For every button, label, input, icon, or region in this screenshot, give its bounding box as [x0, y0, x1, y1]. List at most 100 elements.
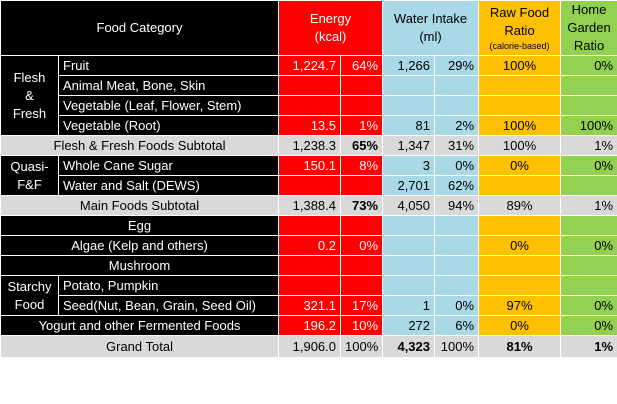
water-pct: 0% — [434, 155, 480, 176]
energy-pct — [339, 95, 384, 116]
water-ml: 4,323 — [382, 335, 436, 358]
raw-ratio: 89% — [478, 195, 562, 216]
energy-kcal — [278, 215, 341, 236]
water-ml — [382, 215, 436, 236]
energy-kcal: 1,238.3 — [278, 135, 341, 156]
group-flesh-line3: Fresh — [12, 105, 47, 121]
garden-ratio — [560, 95, 617, 116]
energy-pct: 64% — [339, 55, 384, 76]
energy-pct — [339, 175, 384, 196]
garden-ratio — [560, 175, 617, 196]
garden-ratio: 1% — [560, 135, 617, 156]
header-water: Water Intake (ml) — [382, 0, 480, 56]
water-pct: 29% — [434, 55, 480, 76]
water-ml: 1 — [382, 295, 436, 316]
header-energy-unit: (kcal) — [314, 29, 347, 44]
water-pct: 2% — [434, 115, 480, 136]
energy-kcal — [278, 75, 341, 96]
energy-kcal: 13.5 — [278, 115, 341, 136]
water-pct: 94% — [434, 195, 480, 216]
water-ml — [382, 75, 436, 96]
group-starchy: Starchy Food — [0, 275, 59, 316]
table-row: Quasi- F&F Whole Cane Sugar 150.1 8% 3 0… — [0, 155, 617, 196]
energy-kcal: 1,224.7 — [278, 55, 341, 76]
header-raw-note: (calorie-based) — [489, 41, 550, 51]
raw-ratio: 100% — [478, 115, 562, 136]
group-starchy-line2: Food — [14, 296, 45, 312]
header-garden-line2: Garden — [567, 20, 611, 35]
header-water-unit: (ml) — [419, 29, 442, 44]
garden-ratio: 100% — [560, 115, 617, 136]
header-row: Food Category Energy (kcal) Water Intake… — [0, 0, 617, 56]
table-row: Egg — [0, 215, 617, 236]
table-row: Mushroom — [0, 255, 617, 276]
table-row: Vegetable (Leaf, Flower, Stem) — [1, 95, 617, 116]
water-ml: 272 — [382, 315, 436, 336]
row-label: Mushroom — [0, 255, 279, 276]
row-label: Grand Total — [0, 335, 279, 358]
garden-ratio: 0% — [560, 315, 617, 336]
header-raw: Raw Food Ratio (calorie-based) — [478, 0, 562, 56]
water-pct — [434, 75, 480, 96]
row-label: Flesh & Fresh Foods Subtotal — [0, 135, 279, 156]
raw-ratio: 0% — [478, 155, 562, 176]
water-ml: 1,266 — [382, 55, 436, 76]
table-row: Seed(Nut, Bean, Grain, Seed Oil) 321.1 1… — [1, 295, 617, 316]
energy-pct — [339, 215, 384, 236]
raw-ratio: 100% — [478, 55, 562, 76]
table-row: Flesh & Fresh Fruit 1,224.7 64% 1,266 29… — [0, 55, 617, 136]
group-quasi-line1: Quasi- — [10, 158, 49, 174]
water-pct — [434, 95, 480, 116]
energy-kcal: 1,388.4 — [278, 195, 341, 216]
row-label: Potato, Pumpkin — [58, 275, 279, 296]
energy-kcal — [278, 175, 341, 196]
header-raw-line1: Raw Food — [489, 5, 550, 20]
energy-kcal: 321.1 — [278, 295, 341, 316]
row-label: Fruit — [58, 55, 279, 76]
group-flesh-line2: & — [25, 87, 34, 103]
garden-ratio: 0% — [560, 235, 617, 256]
energy-pct — [339, 75, 384, 96]
raw-ratio — [478, 75, 562, 96]
row-label: Egg — [0, 215, 279, 236]
row-label: Main Foods Subtotal — [0, 195, 279, 216]
raw-ratio — [478, 215, 562, 236]
energy-pct: 10% — [339, 315, 384, 336]
energy-pct: 73% — [339, 195, 384, 216]
water-ml — [382, 95, 436, 116]
header-garden: Home Garden Ratio — [560, 0, 617, 56]
group-starchy-line1: Starchy — [7, 278, 52, 294]
group-flesh-fresh: Flesh & Fresh — [0, 55, 59, 136]
water-pct — [434, 235, 480, 256]
group-quasi: Quasi- F&F — [0, 155, 59, 196]
energy-kcal: 1,906.0 — [278, 335, 341, 358]
water-pct: 31% — [434, 135, 480, 156]
water-pct: 100% — [434, 335, 480, 358]
raw-ratio: 81% — [478, 335, 562, 358]
garden-ratio — [560, 215, 617, 236]
raw-ratio: 0% — [478, 315, 562, 336]
header-energy-title: Energy — [309, 11, 352, 26]
subtotal-row: Main Foods Subtotal 1,388.4 73% 4,050 94… — [0, 195, 617, 216]
group-quasi-line2: F&F — [17, 176, 42, 192]
raw-ratio: 100% — [478, 135, 562, 156]
row-label: Whole Cane Sugar — [58, 155, 279, 176]
raw-ratio — [478, 275, 562, 296]
energy-kcal — [278, 275, 341, 296]
water-ml — [382, 275, 436, 296]
energy-kcal — [278, 255, 341, 276]
row-label: Vegetable (Root) — [58, 115, 279, 136]
water-ml: 3 — [382, 155, 436, 176]
header-raw-line2: Ratio — [504, 23, 535, 38]
energy-pct: 1% — [339, 115, 384, 136]
water-ml: 1,347 — [382, 135, 436, 156]
row-label: Water and Salt (DEWS) — [58, 175, 279, 196]
water-ml: 4,050 — [382, 195, 436, 216]
energy-pct: 100% — [339, 335, 384, 358]
subtotal-row: Flesh & Fresh Foods Subtotal 1,238.3 65%… — [0, 135, 617, 156]
row-label: Seed(Nut, Bean, Grain, Seed Oil) — [58, 295, 279, 316]
header-garden-line1: Home — [571, 2, 607, 17]
garden-ratio — [560, 255, 617, 276]
row-label: Vegetable (Leaf, Flower, Stem) — [58, 95, 279, 116]
row-label: Animal Meat, Bone, Skin — [58, 75, 279, 96]
